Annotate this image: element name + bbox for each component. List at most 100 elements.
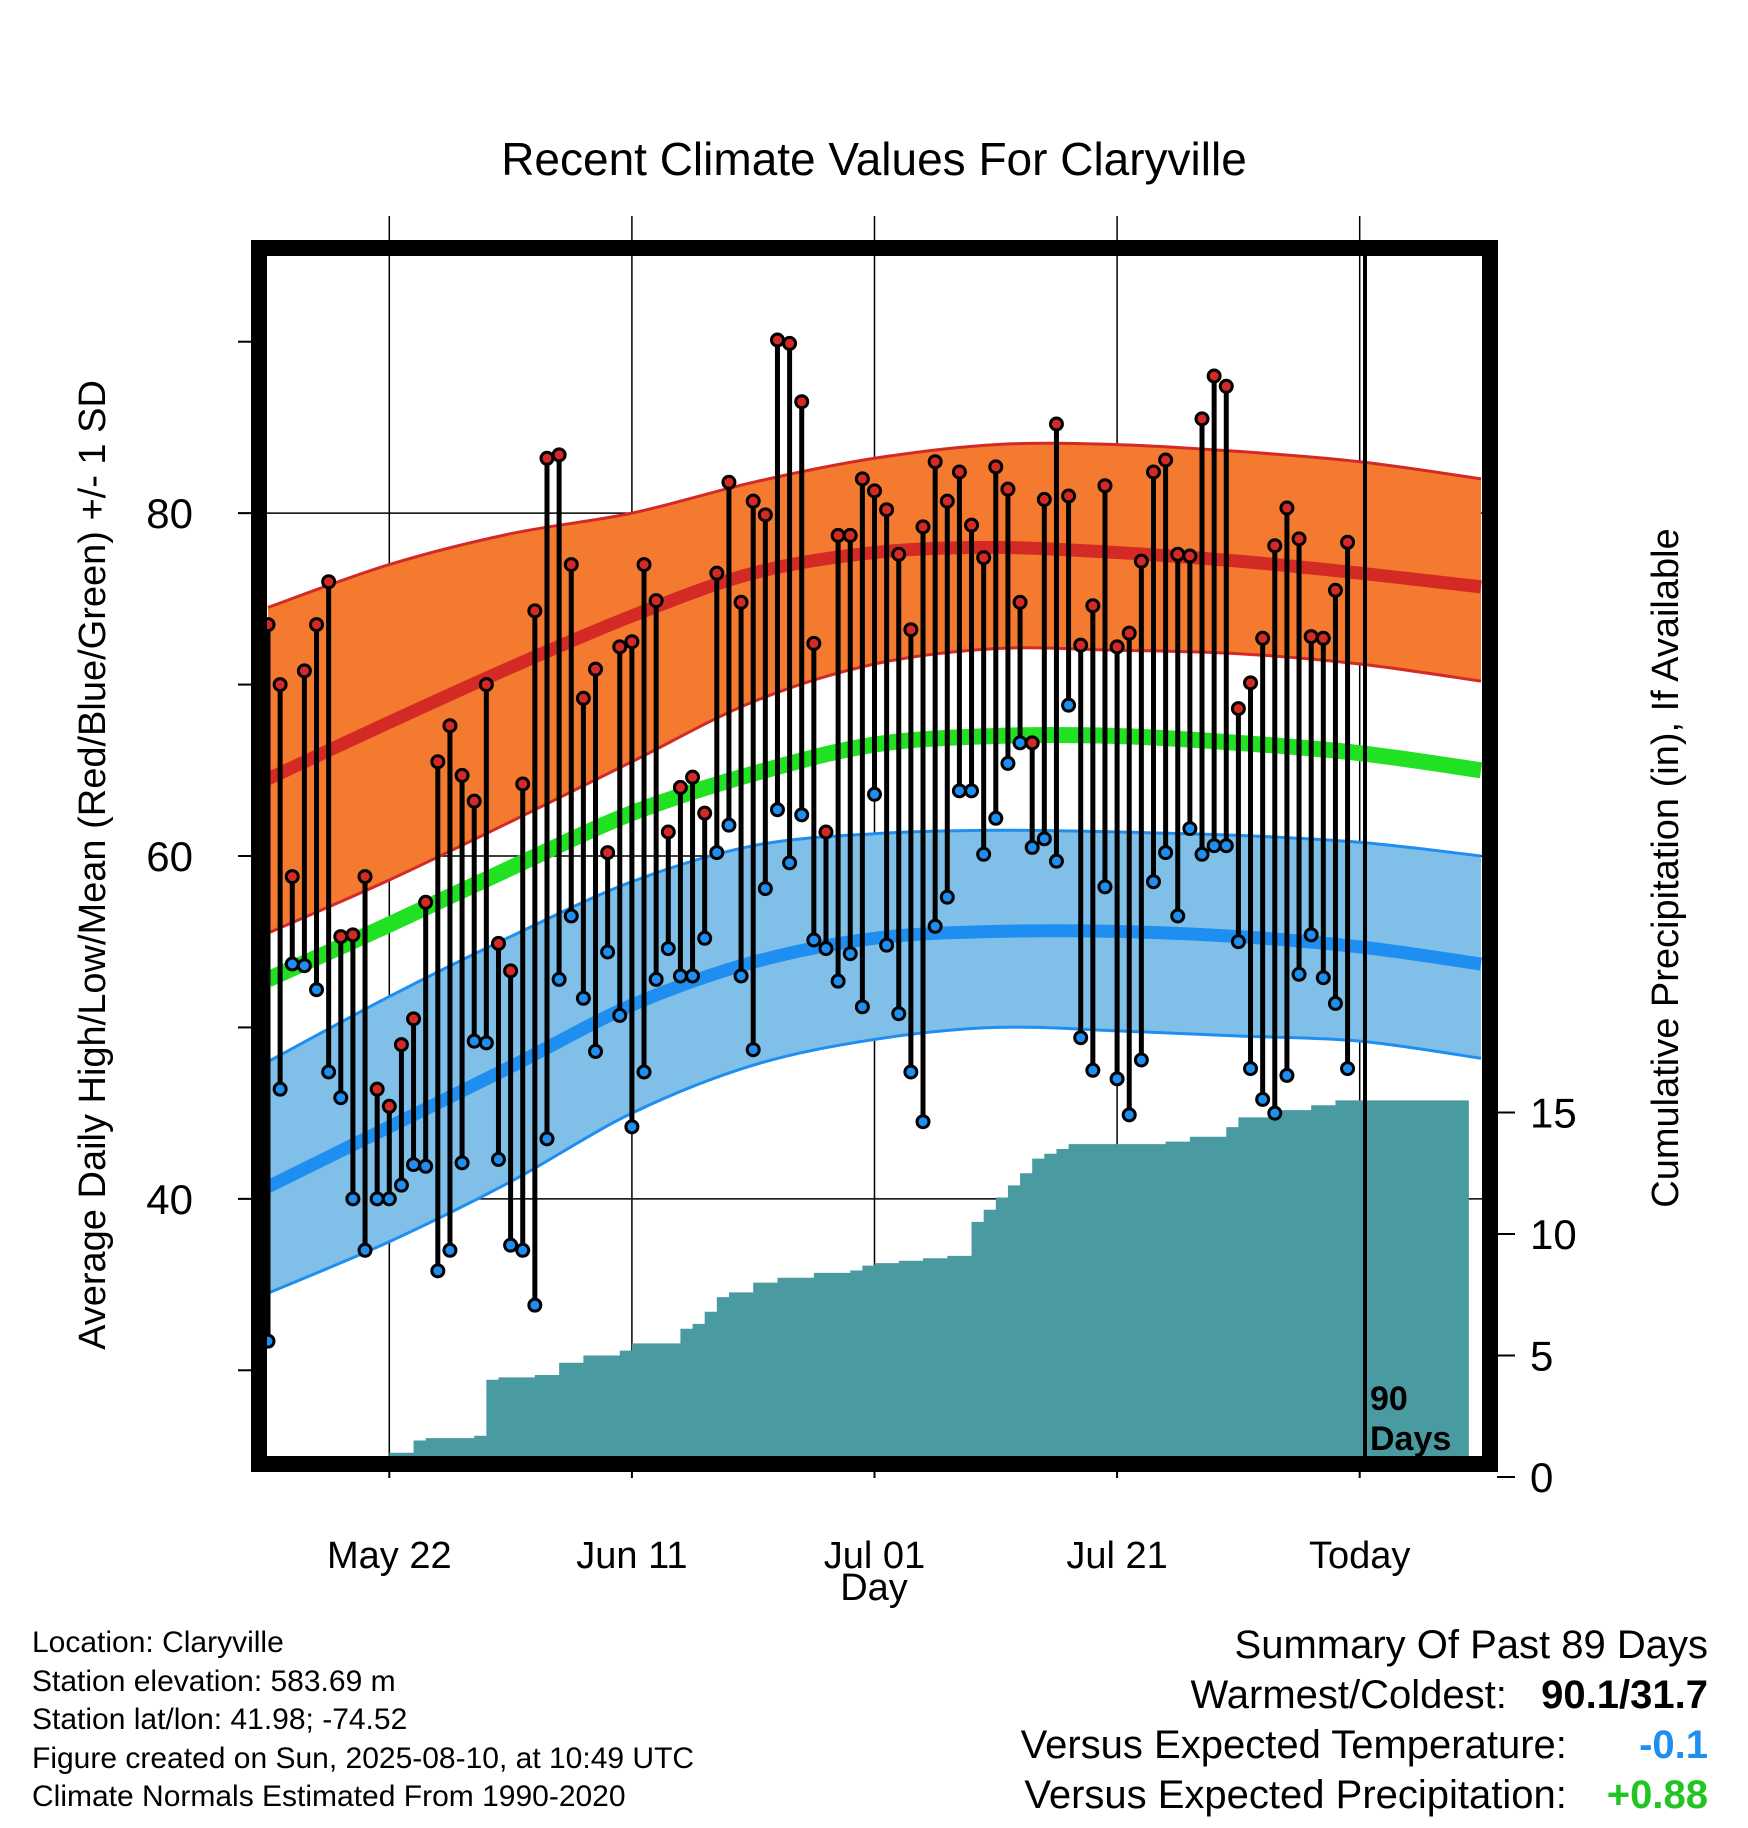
x-tick-label-2: Jul 01 bbox=[824, 1535, 925, 1577]
daily-low-point-83 bbox=[1267, 1105, 1283, 1121]
daily-high-point-46 bbox=[818, 824, 834, 840]
high-sd-band-upper-edge bbox=[267, 441, 1482, 609]
daily-high-point-19 bbox=[490, 935, 506, 951]
daily-low-point-37 bbox=[709, 845, 725, 861]
daily-high-point-29 bbox=[612, 639, 628, 655]
chart-title: Recent Climate Values For Claryville bbox=[501, 133, 1247, 185]
daily-low-point-71 bbox=[1121, 1107, 1137, 1123]
daily-low-point-17 bbox=[466, 1033, 482, 1049]
daily-high-point-26 bbox=[575, 690, 591, 706]
daily-low-point-43 bbox=[782, 855, 798, 871]
x-tick-label-1: Jun 11 bbox=[576, 1535, 687, 1577]
daily-low-point-85 bbox=[1291, 966, 1307, 982]
daily-high-point-18 bbox=[478, 677, 494, 693]
temp-deviation-row: Versus Expected Temperature: -0.1 bbox=[1021, 1720, 1708, 1770]
daily-high-point-22 bbox=[527, 603, 543, 619]
daily-low-point-20 bbox=[503, 1237, 519, 1253]
daily-high-point-61 bbox=[1000, 481, 1016, 497]
daily-low-point-1 bbox=[272, 1081, 288, 1097]
daily-low-point-4 bbox=[309, 982, 325, 998]
daily-high-point-2 bbox=[284, 869, 300, 885]
daily-high-point-51 bbox=[879, 502, 895, 518]
precip-area bbox=[389, 1100, 1469, 1456]
daily-low-point-76 bbox=[1182, 821, 1198, 837]
daily-high-point-36 bbox=[697, 805, 713, 821]
daily-high-point-31 bbox=[636, 557, 652, 573]
daily-high-point-72 bbox=[1133, 553, 1149, 569]
summary-title: Summary Of Past 89 Days bbox=[1234, 1623, 1708, 1667]
daily-high-point-71 bbox=[1121, 625, 1137, 641]
daily-low-point-80 bbox=[1230, 934, 1246, 950]
daily-low-point-19 bbox=[490, 1151, 506, 1167]
daily-high-point-69 bbox=[1097, 478, 1113, 494]
daily-high-point-78 bbox=[1206, 368, 1222, 384]
daily-high-point-81 bbox=[1243, 675, 1259, 691]
x-tick-label-0: May 22 bbox=[327, 1535, 452, 1577]
daily-high-point-20 bbox=[503, 963, 519, 979]
right-y-axis: 0 5 10 15 bbox=[1497, 1090, 1577, 1501]
daily-high-point-68 bbox=[1085, 598, 1101, 614]
daily-low-point-18 bbox=[478, 1035, 494, 1051]
daily-low-point-3 bbox=[296, 958, 312, 974]
location-text: Location: Claryville bbox=[32, 1626, 284, 1659]
daily-high-point-41 bbox=[757, 507, 773, 523]
daily-low-point-67 bbox=[1073, 1030, 1089, 1046]
daily-markers bbox=[260, 332, 1356, 1349]
daily-high-point-15 bbox=[442, 718, 458, 734]
daily-high-point-89 bbox=[1340, 534, 1356, 550]
daily-high-point-83 bbox=[1267, 538, 1283, 554]
daily-high-point-35 bbox=[685, 769, 701, 785]
daily-high-point-21 bbox=[515, 776, 531, 792]
daily-low-point-51 bbox=[879, 937, 895, 953]
daily-high-point-37 bbox=[709, 565, 725, 581]
daily-high-point-87 bbox=[1315, 630, 1331, 646]
daily-low-point-84 bbox=[1279, 1067, 1295, 1083]
daily-low-point-21 bbox=[515, 1242, 531, 1258]
daily-high-point-1 bbox=[272, 677, 288, 693]
daily-high-point-24 bbox=[551, 447, 567, 463]
daily-high-point-10 bbox=[381, 1098, 397, 1114]
warmest-coldest-label: Warmest/Coldest: bbox=[1190, 1673, 1507, 1717]
left-y-axis: 40 60 80 bbox=[146, 340, 252, 1372]
daily-high-point-62 bbox=[1012, 594, 1028, 610]
daily-low-point-28 bbox=[600, 944, 616, 960]
daily-high-point-30 bbox=[624, 634, 640, 650]
daily-low-point-5 bbox=[321, 1064, 337, 1080]
y-right-tick-label-0: 0 bbox=[1530, 1454, 1553, 1501]
x-axis: May 22 Jun 11 Jul 01 Jul 21 Today bbox=[327, 1464, 1410, 1577]
daily-low-point-52 bbox=[891, 1006, 907, 1022]
daily-high-point-44 bbox=[794, 394, 810, 410]
daily-high-point-6 bbox=[333, 929, 349, 945]
daily-low-point-86 bbox=[1303, 927, 1319, 943]
precip-deviation-value: +0.88 bbox=[1606, 1773, 1708, 1817]
daily-high-point-59 bbox=[976, 550, 992, 566]
daily-high-point-12 bbox=[406, 1011, 422, 1027]
daily-high-point-58 bbox=[964, 517, 980, 533]
y-left-tick-label-0: 40 bbox=[146, 1176, 193, 1223]
daily-low-point-26 bbox=[575, 990, 591, 1006]
daily-high-point-34 bbox=[672, 779, 688, 795]
daily-low-point-72 bbox=[1133, 1052, 1149, 1068]
daily-high-point-4 bbox=[309, 617, 325, 633]
y-right-tick-label-3: 15 bbox=[1530, 1090, 1577, 1137]
daily-range-lines bbox=[265, 340, 1351, 1342]
daily-low-point-54 bbox=[915, 1114, 931, 1130]
daily-low-point-53 bbox=[903, 1064, 919, 1080]
daily-low-point-23 bbox=[539, 1131, 555, 1147]
daily-high-point-40 bbox=[745, 493, 761, 509]
daily-high-point-39 bbox=[733, 594, 749, 610]
daily-low-point-66 bbox=[1061, 697, 1077, 713]
daily-low-point-79 bbox=[1218, 838, 1234, 854]
daily-low-point-58 bbox=[964, 783, 980, 799]
daily-low-point-64 bbox=[1036, 831, 1052, 847]
daily-low-point-61 bbox=[1000, 755, 1016, 771]
daily-high-point-79 bbox=[1218, 378, 1234, 394]
daily-low-point-36 bbox=[697, 930, 713, 946]
daily-high-point-5 bbox=[321, 574, 337, 590]
daily-low-point-33 bbox=[660, 941, 676, 957]
daily-high-point-8 bbox=[357, 869, 373, 885]
daily-high-point-38 bbox=[721, 474, 737, 490]
daily-high-point-28 bbox=[600, 845, 616, 861]
daily-low-point-42 bbox=[769, 802, 785, 818]
daily-low-point-29 bbox=[612, 1007, 628, 1023]
